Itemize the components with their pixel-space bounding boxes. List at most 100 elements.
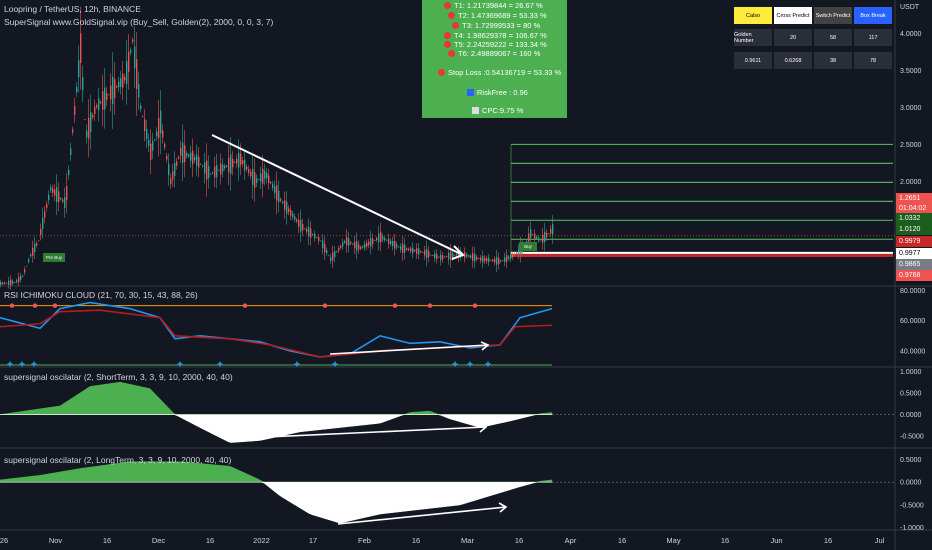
rsi-sell-dot xyxy=(242,303,248,308)
candle-body xyxy=(410,248,412,252)
candle-body xyxy=(74,105,76,115)
y-tick-label: 3.0000 xyxy=(900,105,922,112)
candle-body xyxy=(394,240,396,249)
target-row: T5: 2.24259222 = 133.34 % xyxy=(444,40,547,49)
candle-body xyxy=(528,233,530,242)
rsi-divergence-head xyxy=(480,341,490,351)
candle-body xyxy=(432,255,434,256)
indicator-label: SuperSignal www.GoldSignal.vip (Buy_Sell… xyxy=(4,17,274,27)
price-tag: 0.9977 xyxy=(896,248,932,259)
y-tick-label: -1.0000 xyxy=(900,525,924,532)
candle-body xyxy=(540,240,542,242)
candle-body xyxy=(268,175,270,183)
candle-body xyxy=(542,234,544,243)
y-tick-label: 0.5000 xyxy=(900,457,922,464)
candle-body xyxy=(176,161,178,166)
candle-body xyxy=(284,200,286,210)
osc-negative-area xyxy=(0,414,552,443)
candle-body xyxy=(68,169,70,176)
rsi-sell-dot xyxy=(32,303,38,308)
y-tick-label: 1.0000 xyxy=(900,369,922,376)
candle-body xyxy=(226,165,228,167)
target-icon xyxy=(448,50,455,57)
candle-body xyxy=(170,178,172,185)
candle-body xyxy=(206,160,208,180)
candle-body xyxy=(428,251,430,257)
candle-body xyxy=(142,115,144,117)
table-cell: 38 xyxy=(814,52,852,69)
target-row: T2: 1.47369689 = 53.33 % xyxy=(448,11,547,20)
candle-body xyxy=(482,256,484,263)
candle-body xyxy=(228,157,230,173)
candle-body xyxy=(84,119,86,120)
candle-body xyxy=(390,241,392,244)
candle-body xyxy=(402,243,404,253)
candle-body xyxy=(10,279,12,286)
candle-body xyxy=(548,233,550,234)
box-break-button[interactable]: Box Break xyxy=(854,7,892,24)
candle-body xyxy=(140,105,142,110)
x-tick-label: Jul xyxy=(875,536,885,545)
candle-body xyxy=(230,154,232,174)
candle-body xyxy=(496,256,498,265)
price-tag: 1.0332 xyxy=(896,213,932,224)
candle-body xyxy=(368,241,370,246)
x-tick-label: 16 xyxy=(618,536,626,545)
candle-body xyxy=(212,172,214,174)
candle-body xyxy=(318,237,320,242)
candle-body xyxy=(372,238,374,245)
candle-body xyxy=(130,49,132,53)
cross-predict-button[interactable]: Cross Predict xyxy=(774,7,812,24)
candle-body xyxy=(286,201,288,214)
candle-body xyxy=(436,253,438,259)
osc2-divergence-arrow xyxy=(337,506,507,525)
candle-body xyxy=(384,238,386,241)
candle-body xyxy=(78,60,80,78)
candle-body xyxy=(498,258,500,265)
candle-body xyxy=(238,152,240,168)
candle-body xyxy=(550,229,552,234)
candle-body xyxy=(294,216,296,220)
switch-predict-button[interactable]: Switch Predict xyxy=(814,7,852,24)
candle-body xyxy=(370,238,372,247)
candle-body xyxy=(398,246,400,248)
candle-body xyxy=(100,101,102,104)
candle-body xyxy=(22,275,24,277)
calso-button[interactable]: Calso xyxy=(734,7,772,24)
rsi-buy-cross xyxy=(294,361,300,367)
candle-body xyxy=(434,253,436,258)
candle-body xyxy=(254,172,256,188)
candle-body xyxy=(422,252,424,253)
candle-body xyxy=(446,256,448,258)
candle-body xyxy=(118,81,120,88)
rsi-buy-cross xyxy=(31,361,37,367)
x-tick-label: Jun xyxy=(770,536,782,545)
candle-body xyxy=(412,247,414,253)
price-tag: 0.9979 xyxy=(896,236,932,247)
rsi-sell-dot xyxy=(392,303,398,308)
candle-body xyxy=(24,269,26,273)
candle-body xyxy=(264,170,266,179)
stop-loss-row: Stop Loss :0.54136719 = 53.33 % xyxy=(438,68,561,77)
candle-body xyxy=(300,220,302,232)
price-tag: 1.0120 xyxy=(896,224,932,235)
y-tick-label: 60.0000 xyxy=(900,318,925,325)
rsi-sell-dot xyxy=(472,303,478,308)
candle-body xyxy=(72,129,74,133)
target-icon xyxy=(444,2,451,9)
osc2-pane-title: supersignal oscilatar (2, LongTerm, 3, 3… xyxy=(4,455,232,465)
candle-body xyxy=(404,244,406,253)
x-tick-label: 2022 xyxy=(253,536,270,545)
candle-body xyxy=(220,163,222,175)
candle-body xyxy=(210,173,212,175)
candle-body xyxy=(362,246,364,248)
candle-body xyxy=(358,244,360,250)
candle-body xyxy=(106,93,108,100)
candle-body xyxy=(48,194,50,200)
buy-marker: Buy xyxy=(519,242,537,251)
x-tick-label: Nov xyxy=(49,536,63,545)
candle-body xyxy=(310,228,312,238)
candle-body xyxy=(534,233,536,239)
candle-body xyxy=(250,172,252,176)
price-tag: 01:04:02 xyxy=(896,203,932,214)
